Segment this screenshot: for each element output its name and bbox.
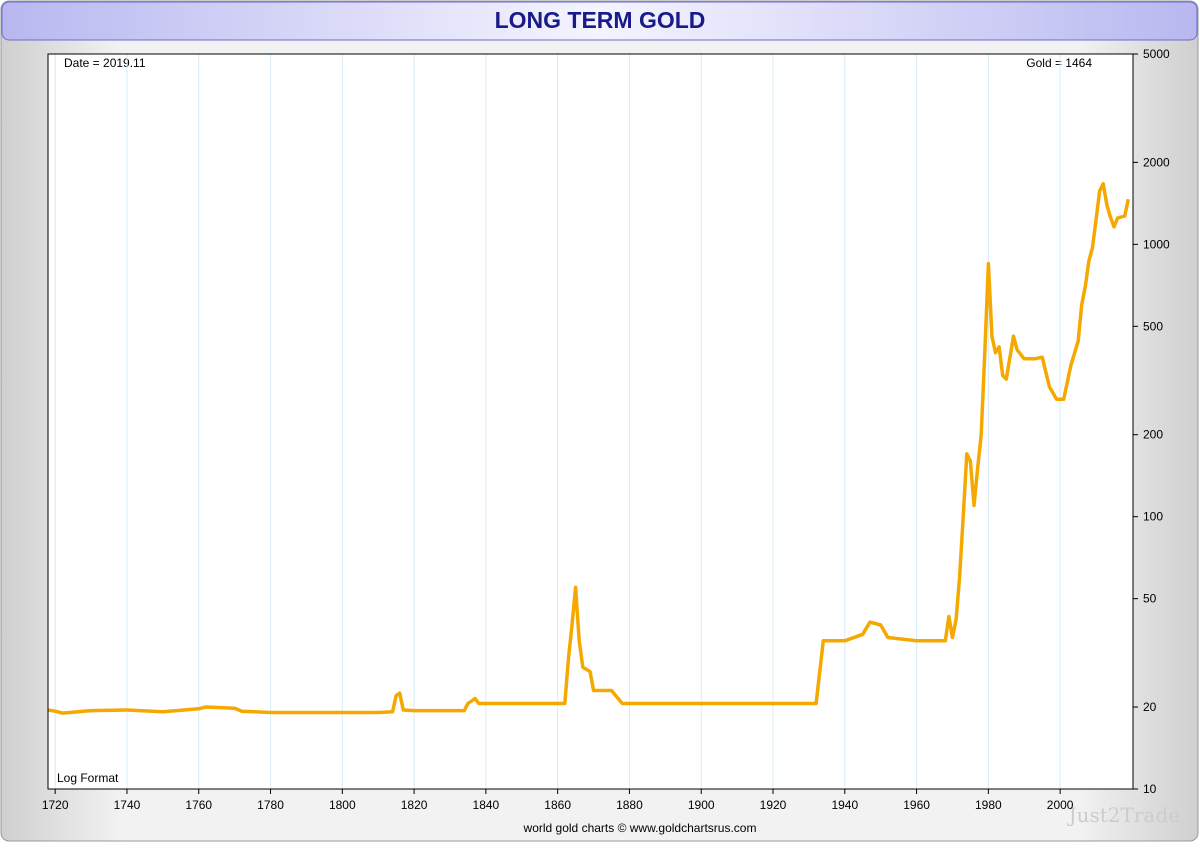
y-tick-label: 500 <box>1143 319 1163 333</box>
x-tick-label: 2000 <box>1047 798 1074 812</box>
x-tick-label: 1880 <box>616 798 643 812</box>
chart-title: LONG TERM GOLD <box>495 7 706 33</box>
y-tick-label: 1000 <box>1143 237 1170 251</box>
annotation: Gold = 1464 <box>1026 56 1092 70</box>
x-tick-label: 1940 <box>831 798 858 812</box>
y-tick-label: 5000 <box>1143 47 1170 61</box>
x-tick-label: 1740 <box>114 798 141 812</box>
y-tick-label: 10 <box>1143 782 1157 796</box>
plot-border <box>47 53 1134 790</box>
annotation: world gold charts © www.goldchartsrus.co… <box>523 821 757 835</box>
y-tick-label: 20 <box>1143 700 1157 714</box>
x-tick-label: 1780 <box>257 798 284 812</box>
x-tick-label: 1840 <box>473 798 500 812</box>
annotation: Date = 2019.11 <box>64 56 146 70</box>
y-tick-label: 200 <box>1143 428 1163 442</box>
x-tick-label: 1900 <box>688 798 715 812</box>
x-tick-label: 1800 <box>329 798 356 812</box>
x-tick-label: 1860 <box>544 798 571 812</box>
plot-area <box>47 53 1134 790</box>
watermark: Just2Trade <box>1067 803 1180 827</box>
x-tick-label: 1720 <box>42 798 69 812</box>
annotation: Log Format <box>57 771 119 785</box>
y-tick-label: 2000 <box>1143 155 1170 169</box>
x-tick-label: 1760 <box>185 798 212 812</box>
x-tick-label: 1820 <box>401 798 428 812</box>
x-tick-label: 1920 <box>760 798 787 812</box>
y-tick-label: 100 <box>1143 510 1163 524</box>
x-tick-label: 1980 <box>975 798 1002 812</box>
title-bar <box>1 1 1198 41</box>
x-tick-label: 1960 <box>903 798 930 812</box>
price-line <box>47 181 1131 715</box>
y-tick-label: 50 <box>1143 592 1157 606</box>
